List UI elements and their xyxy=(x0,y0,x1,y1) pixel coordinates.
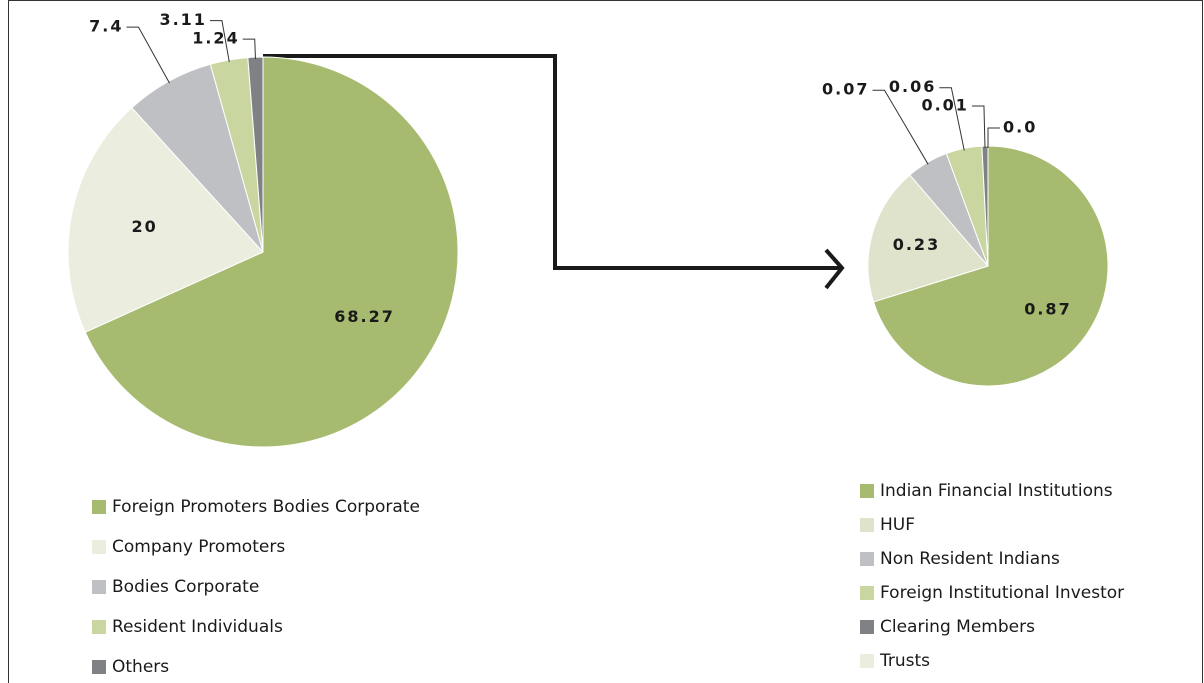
legend-label: Indian Financial Institutions xyxy=(880,481,1113,501)
value-label: 0.06 xyxy=(889,77,936,96)
leader-line xyxy=(126,26,170,84)
legend-swatch xyxy=(860,620,874,634)
leader-line xyxy=(872,89,929,165)
legend-swatch xyxy=(860,654,874,668)
legend-swatch xyxy=(92,660,106,674)
legend-label: Bodies Corporate xyxy=(112,577,259,597)
leader-line xyxy=(971,105,986,149)
value-label: 1.24 xyxy=(192,29,239,48)
legend-swatch xyxy=(92,540,106,554)
legend-swatch xyxy=(92,620,106,634)
legend-label: Resident Individuals xyxy=(112,617,283,637)
legend-swatch xyxy=(860,518,874,532)
legend-swatch xyxy=(92,500,106,514)
pie-slice xyxy=(872,145,1109,387)
legend-swatch xyxy=(860,484,874,498)
leader-line xyxy=(209,20,230,63)
legend-label: Foreign Promoters Bodies Corporate xyxy=(112,497,420,517)
connector-arrow xyxy=(263,54,845,290)
value-label: 3.11 xyxy=(159,10,206,29)
value-label: 20 xyxy=(131,217,157,236)
value-label: 0.07 xyxy=(822,80,869,99)
value-label: 0.0 xyxy=(1003,118,1037,137)
legend-label: Others xyxy=(112,657,169,677)
pie-slice xyxy=(867,174,989,303)
legend-label: Company Promoters xyxy=(112,537,285,557)
legend-swatch xyxy=(92,580,106,594)
legend-label: Clearing Members xyxy=(880,617,1035,637)
value-label: 0.01 xyxy=(921,96,968,115)
legend-label: HUF xyxy=(880,515,915,535)
leader-line xyxy=(242,38,256,60)
leader-line xyxy=(987,127,1000,148)
value-label: 0.23 xyxy=(893,235,940,254)
value-label: 0.87 xyxy=(1024,300,1071,319)
value-label: 68.27 xyxy=(334,307,395,326)
legend-swatch xyxy=(860,586,874,600)
legend-label: Non Resident Indians xyxy=(880,549,1060,569)
legend-label: Trusts xyxy=(879,651,930,671)
legend-label: Foreign Institutional Investor xyxy=(880,583,1124,603)
pie-slice xyxy=(84,56,459,448)
leader-line xyxy=(939,87,965,151)
legend-swatch xyxy=(860,552,874,566)
pie-slice xyxy=(67,107,264,333)
value-label: 7.4 xyxy=(89,17,123,36)
